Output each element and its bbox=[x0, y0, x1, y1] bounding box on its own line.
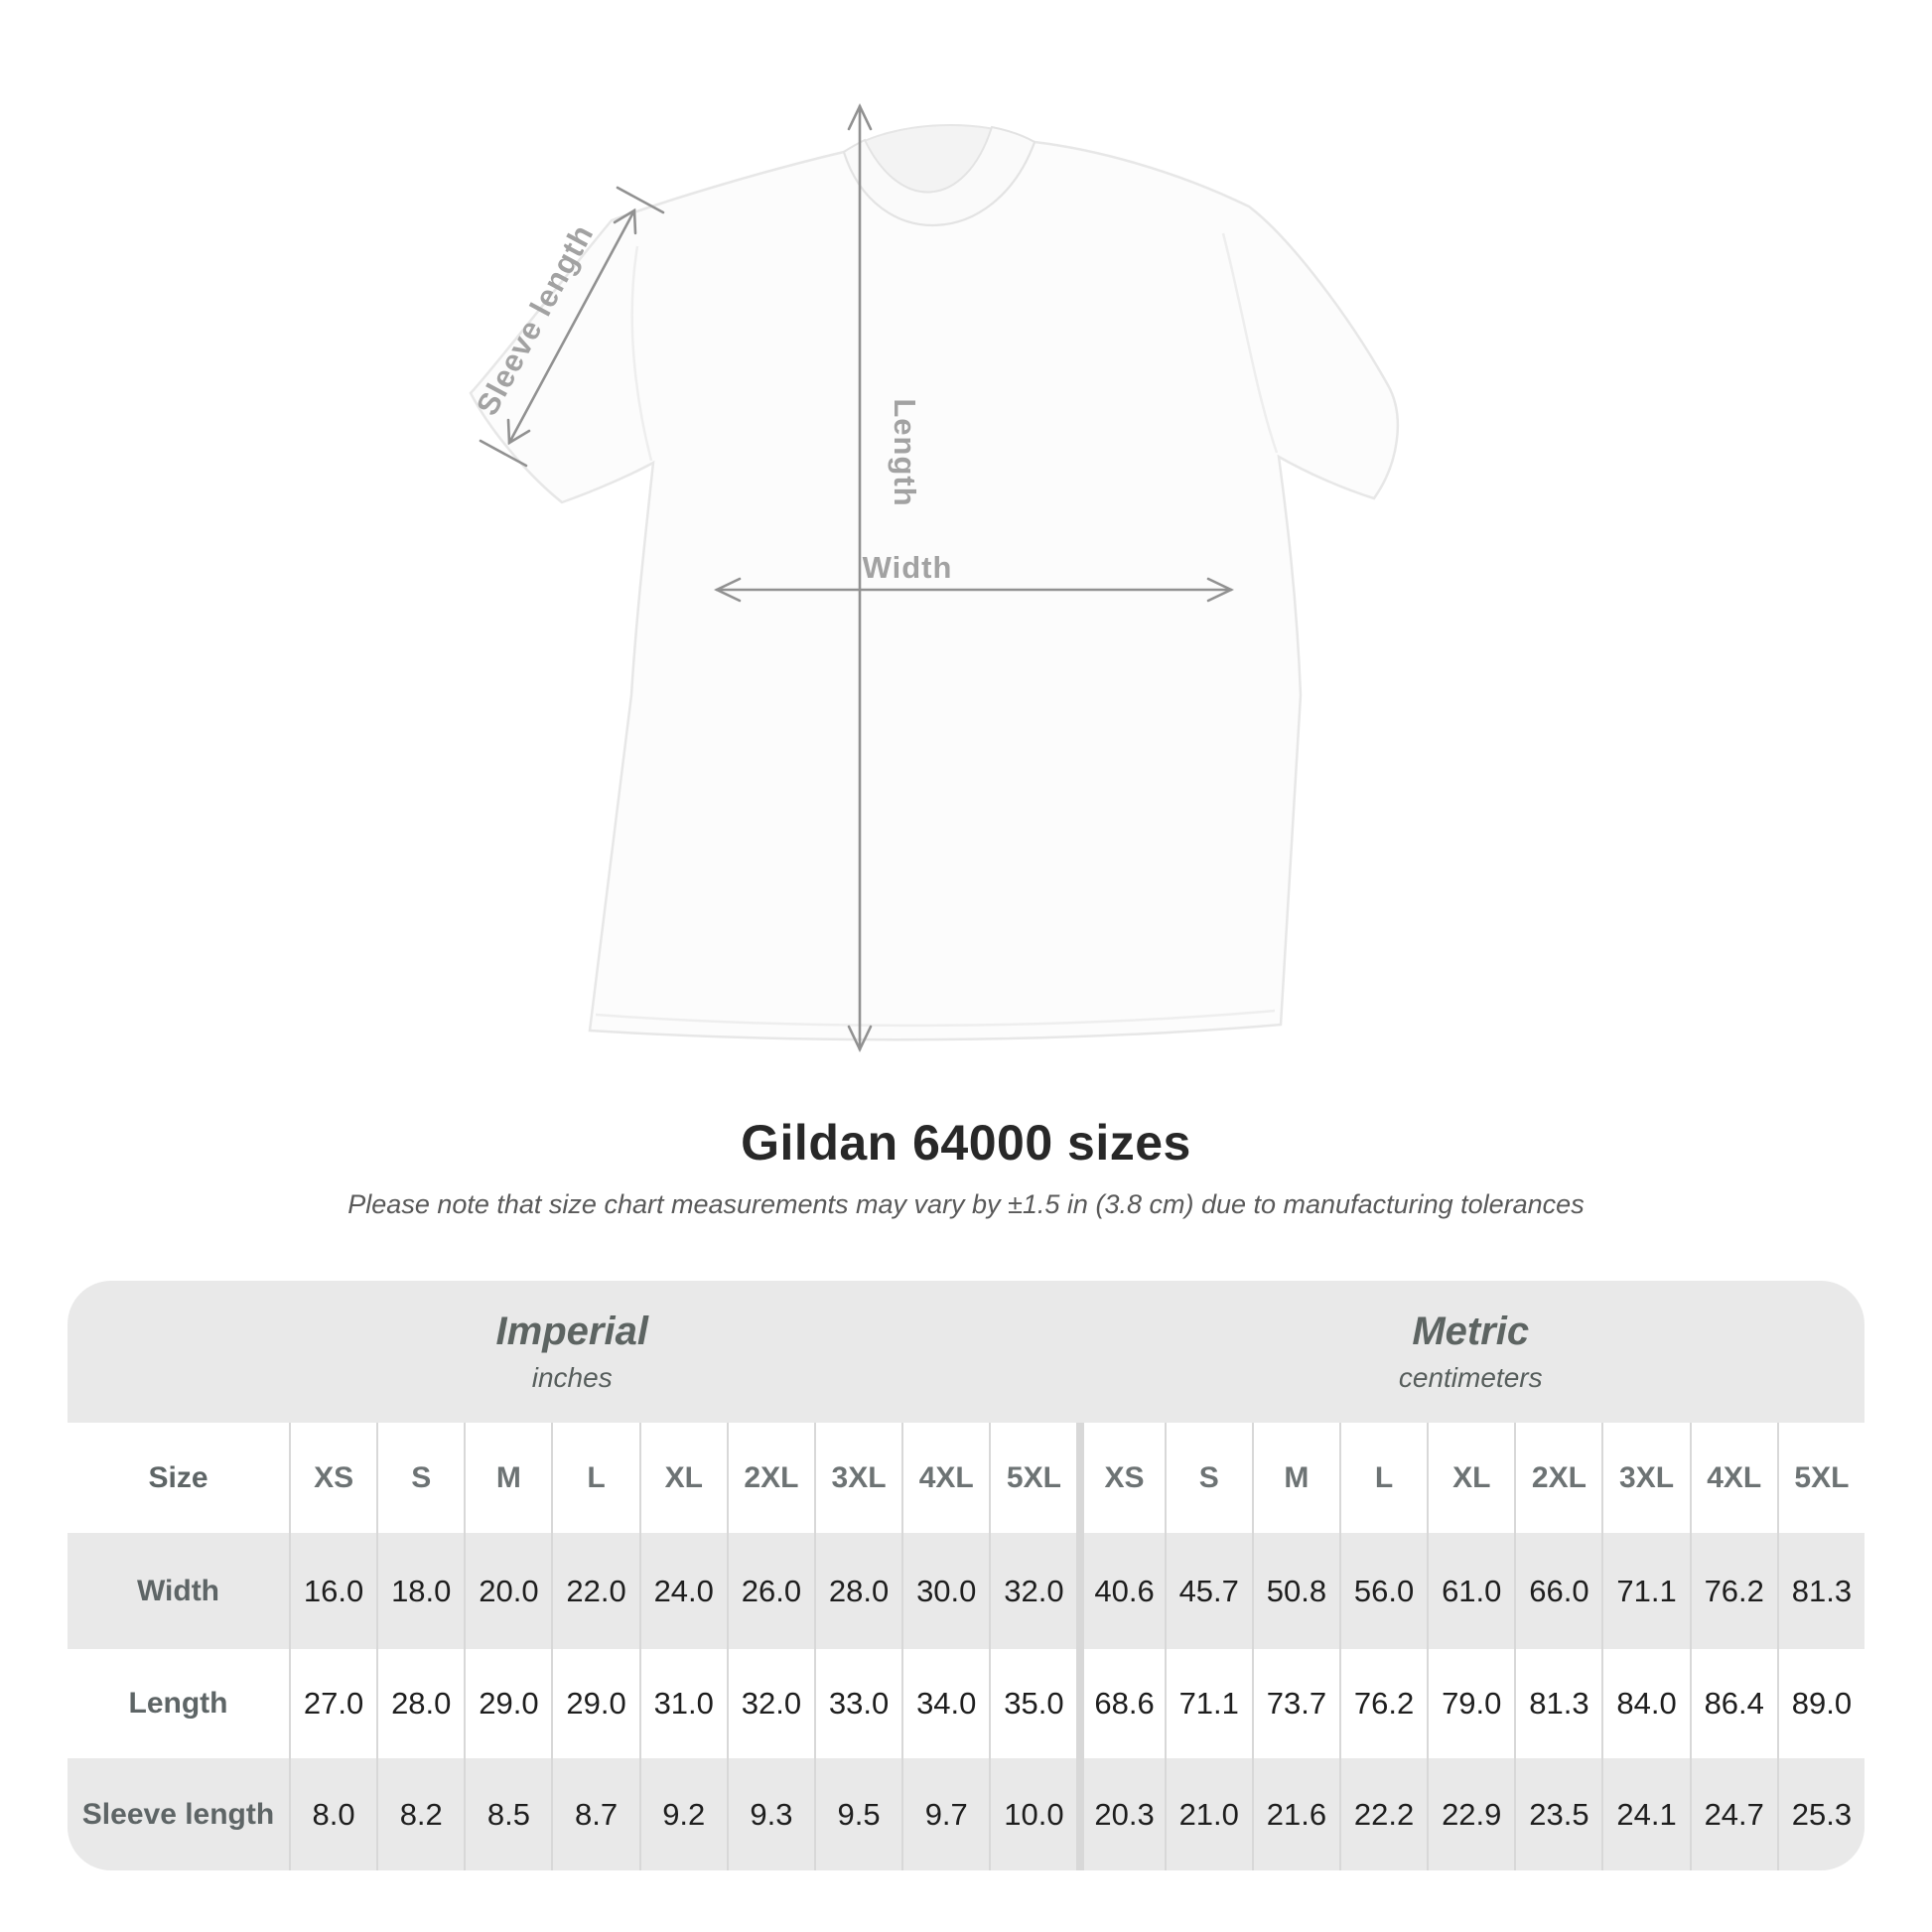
imperial-unit-label: inches bbox=[531, 1362, 613, 1393]
size-col-header: 4XL bbox=[1689, 1423, 1777, 1533]
size-table: Imperial inches Metric centimeters Size … bbox=[68, 1281, 1864, 1870]
imperial-group-header: Imperial inches bbox=[68, 1281, 1076, 1423]
measurement-cell: 86.4 bbox=[1689, 1649, 1777, 1758]
measurement-cell: 71.1 bbox=[1164, 1649, 1252, 1758]
tolerance-note: Please note that size chart measurements… bbox=[347, 1189, 1585, 1219]
measurement-cell: 45.7 bbox=[1164, 1533, 1252, 1649]
size-col-header: M bbox=[464, 1423, 552, 1533]
measurement-cell: 22.0 bbox=[551, 1533, 639, 1649]
measurement-cell: 23.5 bbox=[1514, 1758, 1602, 1870]
size-col-header: M bbox=[1251, 1423, 1339, 1533]
size-col-header: XS bbox=[289, 1423, 377, 1533]
measurement-cell: 28.0 bbox=[376, 1649, 465, 1758]
measurement-cell: 8.5 bbox=[464, 1758, 552, 1870]
measurement-cell: 20.0 bbox=[464, 1533, 552, 1649]
size-col-header: 3XL bbox=[813, 1423, 902, 1533]
tshirt-right-sleeve-seam bbox=[1221, 232, 1279, 454]
size-col-header: XS bbox=[1076, 1423, 1165, 1533]
size-col-header: S bbox=[376, 1423, 465, 1533]
size-col-header: 2XL bbox=[1514, 1423, 1602, 1533]
measurement-cell: 84.0 bbox=[1601, 1649, 1690, 1758]
measurement-cell: 79.0 bbox=[1427, 1649, 1515, 1758]
tshirt-collar bbox=[842, 125, 1036, 226]
measurement-cell: 33.0 bbox=[813, 1649, 902, 1758]
measurement-cell: 56.0 bbox=[1338, 1533, 1428, 1649]
measurement-cell: 35.0 bbox=[989, 1649, 1077, 1758]
measurement-cell: 31.0 bbox=[638, 1649, 727, 1758]
metric-unit-label: centimeters bbox=[1398, 1362, 1543, 1393]
measurement-cell: 81.3 bbox=[1776, 1533, 1864, 1649]
tshirt-hem-stitch bbox=[595, 1009, 1276, 1028]
metric-title: Metric bbox=[1412, 1310, 1530, 1353]
measurement-cell: 24.1 bbox=[1601, 1758, 1690, 1870]
size-col-header: S bbox=[1164, 1423, 1252, 1533]
measurement-cell: 66.0 bbox=[1514, 1533, 1602, 1649]
tshirt-diagram: Sleeve length Length Width bbox=[469, 102, 1399, 1053]
row-label-length: Length bbox=[68, 1649, 289, 1758]
measurement-cell: 8.7 bbox=[551, 1758, 639, 1870]
size-col-header: XL bbox=[638, 1423, 727, 1533]
measurement-cell: 9.5 bbox=[813, 1758, 902, 1870]
width-annotation: Width bbox=[713, 550, 1235, 603]
measurement-cell: 73.7 bbox=[1251, 1649, 1339, 1758]
row-label-width: Width bbox=[68, 1533, 289, 1649]
measurement-cell: 27.0 bbox=[289, 1649, 377, 1758]
measurement-cell: 68.6 bbox=[1076, 1649, 1165, 1758]
measurement-cell: 40.6 bbox=[1076, 1533, 1165, 1649]
width-label: Width bbox=[863, 550, 953, 585]
measurement-cell: 34.0 bbox=[901, 1649, 990, 1758]
measurement-cell: 76.2 bbox=[1338, 1649, 1428, 1758]
measurement-cell: 30.0 bbox=[901, 1533, 990, 1649]
size-col-header: 4XL bbox=[901, 1423, 990, 1533]
measurement-cell: 89.0 bbox=[1776, 1649, 1864, 1758]
measurement-cell: 24.7 bbox=[1689, 1758, 1777, 1870]
measurement-cell: 16.0 bbox=[289, 1533, 377, 1649]
measurement-cell: 29.0 bbox=[551, 1649, 639, 1758]
measurement-cell: 32.0 bbox=[989, 1533, 1077, 1649]
measurement-cell: 18.0 bbox=[376, 1533, 465, 1649]
measurement-cell: 50.8 bbox=[1251, 1533, 1339, 1649]
row-label-sleeve-length: Sleeve length bbox=[68, 1758, 289, 1870]
measurement-cell: 9.3 bbox=[726, 1758, 814, 1870]
measurement-cell: 24.0 bbox=[638, 1533, 727, 1649]
measurement-cell: 8.0 bbox=[289, 1758, 377, 1870]
size-col-header: 2XL bbox=[726, 1423, 814, 1533]
length-label: Length bbox=[888, 398, 922, 506]
size-column-header: Size bbox=[68, 1423, 289, 1533]
measurement-cell: 71.1 bbox=[1601, 1533, 1690, 1649]
size-col-header: 5XL bbox=[989, 1423, 1077, 1533]
measurement-cell: 26.0 bbox=[726, 1533, 814, 1649]
measurement-cell: 29.0 bbox=[464, 1649, 552, 1758]
measurement-cell: 8.2 bbox=[376, 1758, 465, 1870]
measurement-cell: 9.2 bbox=[638, 1758, 727, 1870]
measurement-cell: 61.0 bbox=[1427, 1533, 1515, 1649]
size-col-header: 5XL bbox=[1776, 1423, 1864, 1533]
size-col-header: L bbox=[1338, 1423, 1428, 1533]
measurement-cell: 22.2 bbox=[1338, 1758, 1428, 1870]
tshirt-left-sleeve-seam bbox=[630, 245, 653, 462]
measurement-cell: 76.2 bbox=[1689, 1533, 1777, 1649]
measurement-cell: 9.7 bbox=[901, 1758, 990, 1870]
metric-group-header: Metric centimeters bbox=[1076, 1281, 1864, 1423]
measurement-cell: 21.6 bbox=[1251, 1758, 1339, 1870]
measurement-cell: 25.3 bbox=[1776, 1758, 1864, 1870]
size-col-header: XL bbox=[1427, 1423, 1515, 1533]
imperial-title: Imperial bbox=[495, 1310, 648, 1353]
measurement-cell: 10.0 bbox=[989, 1758, 1077, 1870]
measurement-cell: 20.3 bbox=[1076, 1758, 1165, 1870]
measurement-cell: 81.3 bbox=[1514, 1649, 1602, 1758]
measurement-cell: 28.0 bbox=[813, 1533, 902, 1649]
size-col-header: L bbox=[551, 1423, 639, 1533]
page-title: Gildan 64000 sizes bbox=[741, 1115, 1191, 1171]
measurement-cell: 22.9 bbox=[1427, 1758, 1515, 1870]
measurement-cell: 32.0 bbox=[726, 1649, 814, 1758]
size-col-header: 3XL bbox=[1601, 1423, 1690, 1533]
length-annotation: Length bbox=[847, 102, 922, 1053]
measurement-cell: 21.0 bbox=[1164, 1758, 1252, 1870]
